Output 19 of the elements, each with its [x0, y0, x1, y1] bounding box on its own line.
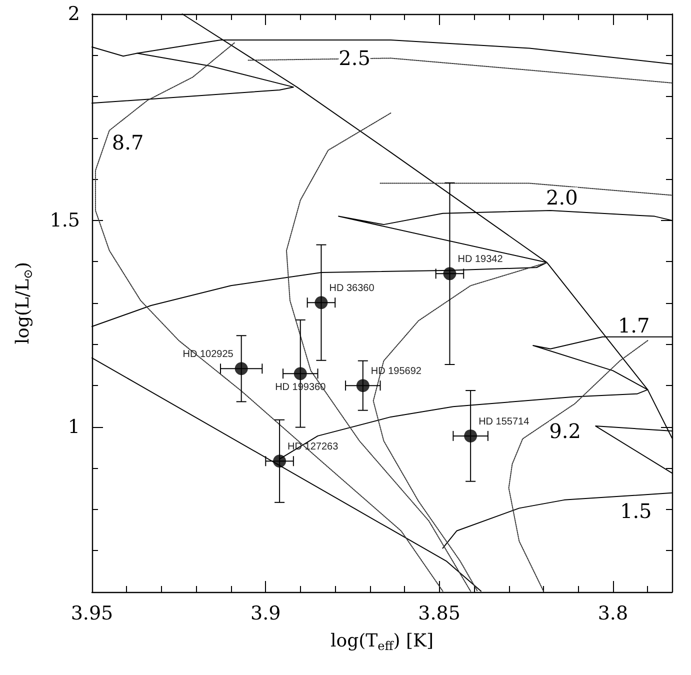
annotation: HD 127263 — [288, 442, 339, 453]
y-tick-label: 1.5 — [50, 209, 80, 232]
x-tick-label: 3.8 — [598, 602, 628, 624]
y-tick-label: 1 — [68, 416, 80, 438]
annotation: 1.5 — [620, 499, 652, 524]
y-tick-label: 2 — [68, 3, 80, 25]
annotation: 2.0 — [546, 185, 578, 210]
annotation: 2.5 — [338, 46, 370, 70]
annotation: HD 102925 — [182, 349, 234, 360]
annotation: HD 36360 — [329, 283, 375, 294]
annotation: 8.7 — [112, 130, 144, 154]
annotation: 1.7 — [618, 314, 650, 338]
annotation: 9.2 — [549, 418, 581, 443]
annotation: HD 155714 — [478, 416, 530, 428]
x-tick-label: 3.95 — [70, 602, 114, 624]
x-tick-label: 3.85 — [418, 602, 460, 624]
annotation: HD 19342 — [458, 254, 504, 266]
x-tick-label: 3.9 — [250, 602, 281, 624]
y-axis-title: log(L/L⊙) — [12, 262, 35, 344]
